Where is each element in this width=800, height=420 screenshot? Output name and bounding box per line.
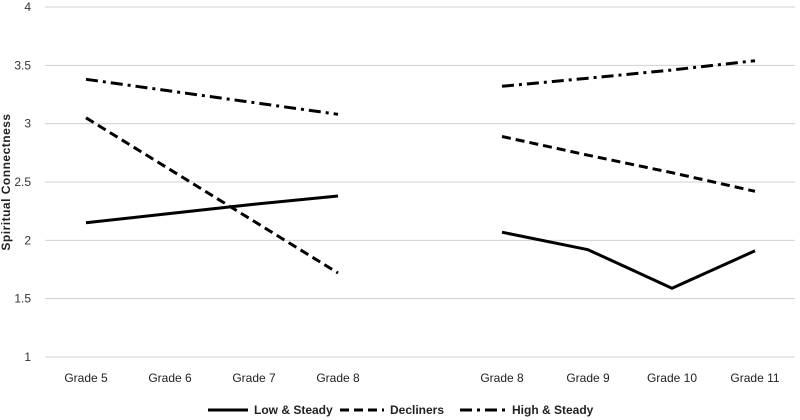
y-tick-label: 4 [24, 0, 31, 14]
series-line-low-steady [85, 194, 339, 225]
x-tick-label: Grade 11 [730, 371, 779, 385]
series-line-high-steady [501, 59, 756, 88]
y-tick-label: 3.5 [14, 58, 31, 72]
x-tick-label: Grade 10 [647, 371, 697, 385]
series-line-high-steady [85, 77, 339, 116]
y-tick-label: 1 [24, 350, 31, 364]
legend-label: Decliners [390, 403, 444, 417]
y-tick-label: 3 [24, 117, 31, 131]
series-line-decliners [501, 135, 756, 193]
x-tick-label: Grade 9 [566, 371, 610, 385]
x-tick-label: Grade 8 [316, 371, 360, 385]
legend-label: High & Steady [512, 403, 594, 417]
x-tick-label: Grade 6 [148, 371, 192, 385]
x-tick-label: Grade 7 [232, 371, 276, 385]
y-axis-title: Spiritual Connectness [0, 113, 13, 250]
series-line-decliners [85, 116, 339, 275]
x-tick-label: Grade 5 [64, 371, 108, 385]
series-line-low-steady [501, 230, 756, 290]
x-tick-label: Grade 8 [480, 371, 524, 385]
y-tick-label: 2.5 [14, 175, 31, 189]
y-tick-label: 1.5 [14, 292, 31, 306]
y-tick-label: 2 [24, 233, 31, 247]
legend-label: Low & Steady [254, 403, 333, 417]
